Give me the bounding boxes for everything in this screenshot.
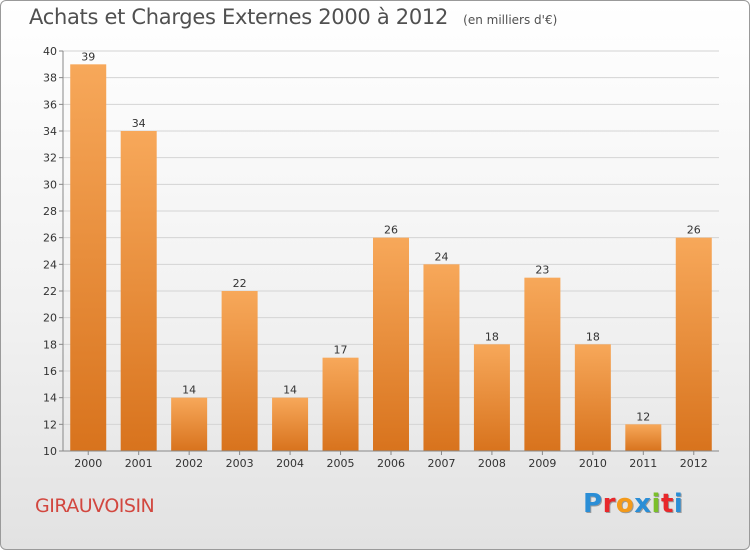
bar bbox=[120, 131, 157, 451]
y-tick-label: 16 bbox=[43, 365, 57, 378]
bar bbox=[70, 64, 107, 452]
x-tick-label: 2008 bbox=[478, 457, 506, 470]
x-tick-label: 2012 bbox=[680, 457, 708, 470]
y-tick-label: 26 bbox=[43, 232, 57, 245]
axes bbox=[59, 50, 719, 455]
logo-letter: i bbox=[673, 489, 684, 519]
data-label: 26 bbox=[384, 224, 398, 237]
data-label: 22 bbox=[233, 277, 247, 290]
x-tick-label: 2000 bbox=[74, 457, 102, 470]
labels: 10 12 14 16 18 20 22 24 26 28 30 32 34 36 38 40 39 2000 34… bbox=[43, 45, 708, 470]
logo-letter: t bbox=[660, 489, 674, 519]
title-row: Achats et Charges Externes 2000 à 2012 (… bbox=[29, 5, 557, 29]
y-tick-label: 32 bbox=[43, 152, 57, 165]
y-tick-label: 30 bbox=[43, 178, 57, 191]
data-label: 23 bbox=[535, 264, 549, 277]
logo-letter: x bbox=[634, 489, 652, 519]
place-name: GIRAUVOISIN bbox=[35, 495, 155, 517]
y-tick-label: 18 bbox=[43, 338, 57, 351]
y-tick-label: 20 bbox=[43, 312, 57, 325]
logo-letter: r bbox=[602, 489, 616, 519]
x-tick-label: 2011 bbox=[629, 457, 657, 470]
data-label: 18 bbox=[586, 330, 600, 343]
x-tick-label: 2005 bbox=[327, 457, 355, 470]
y-tick-label: 10 bbox=[43, 445, 57, 458]
x-tick-label: 2004 bbox=[276, 457, 304, 470]
bar bbox=[625, 424, 662, 451]
x-tick-label: 2001 bbox=[125, 457, 153, 470]
logo-letter: i bbox=[651, 489, 661, 519]
y-tick-label: 36 bbox=[43, 98, 57, 111]
bar bbox=[675, 237, 712, 451]
bar bbox=[272, 397, 309, 451]
x-tick-label: 2007 bbox=[427, 457, 455, 470]
bar bbox=[574, 344, 611, 451]
y-tick-label: 22 bbox=[43, 285, 57, 298]
data-label: 12 bbox=[636, 410, 650, 423]
bar bbox=[171, 397, 208, 451]
y-tick-label: 12 bbox=[43, 418, 57, 431]
x-tick-label: 2010 bbox=[579, 457, 607, 470]
chart-subtitle: (en milliers d'€) bbox=[463, 13, 558, 27]
y-tick-label: 14 bbox=[43, 392, 57, 405]
bars bbox=[70, 64, 712, 452]
x-tick-label: 2002 bbox=[175, 457, 203, 470]
data-label: 39 bbox=[81, 50, 95, 63]
bar bbox=[423, 264, 460, 451]
logo-letter: o bbox=[615, 489, 635, 519]
bar bbox=[473, 344, 510, 451]
proxiti-logo[interactable]: Proxiti bbox=[583, 489, 683, 519]
bar bbox=[221, 291, 258, 451]
x-tick-label: 2006 bbox=[377, 457, 405, 470]
data-label: 34 bbox=[132, 117, 146, 130]
y-tick-label: 40 bbox=[43, 45, 57, 58]
y-tick-label: 34 bbox=[43, 125, 57, 138]
data-label: 17 bbox=[334, 344, 348, 357]
y-tick-label: 28 bbox=[43, 205, 57, 218]
y-tick-label: 24 bbox=[43, 258, 57, 271]
data-label: 18 bbox=[485, 330, 499, 343]
x-tick-label: 2003 bbox=[226, 457, 254, 470]
data-label: 14 bbox=[283, 384, 297, 397]
data-label: 14 bbox=[182, 384, 196, 397]
bar bbox=[373, 237, 409, 451]
logo-letter: P bbox=[583, 489, 603, 519]
bar bbox=[322, 357, 359, 451]
data-label: 26 bbox=[687, 224, 701, 237]
chart-title: Achats et Charges Externes 2000 à 2012 bbox=[29, 5, 449, 29]
y-tick-label: 38 bbox=[43, 72, 57, 85]
data-label: 24 bbox=[434, 250, 448, 263]
bar bbox=[524, 277, 561, 451]
x-tick-label: 2009 bbox=[528, 457, 556, 470]
